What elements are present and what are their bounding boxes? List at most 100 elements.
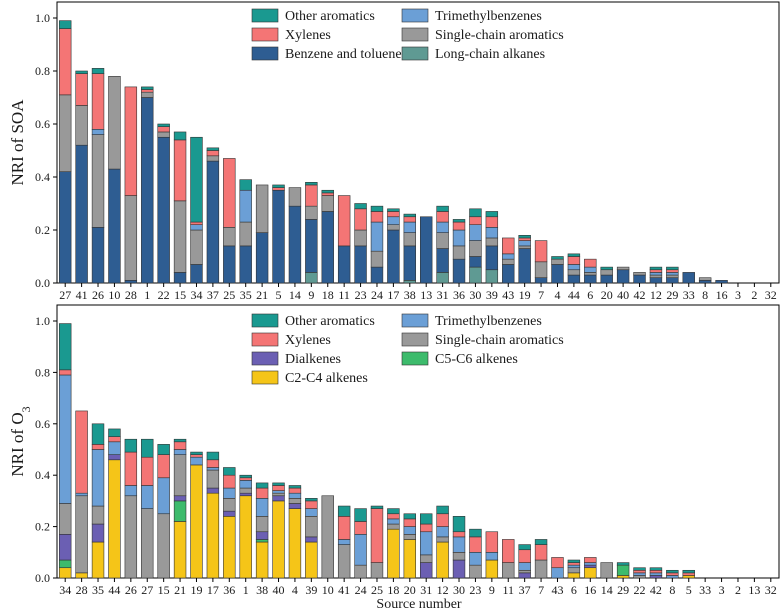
- legend-label: Other aromatics: [285, 9, 375, 24]
- legend-swatch: [251, 8, 279, 23]
- x-tick-label: 10: [108, 288, 120, 302]
- bar-segment: [354, 534, 367, 566]
- bar-segment: [567, 559, 581, 563]
- x-tick-label: 38: [404, 288, 416, 302]
- legend-label: Benzene and toluene: [285, 47, 402, 62]
- bar-segment: [452, 245, 466, 260]
- bar-segment: [141, 91, 154, 98]
- bar-segment: [649, 274, 663, 278]
- bar-segment: [58, 559, 72, 569]
- y-tick-label: 0.0: [35, 276, 50, 290]
- bar-segment: [469, 536, 482, 553]
- bar-segment: [58, 94, 72, 172]
- x-tick-label: 3: [719, 583, 725, 597]
- bar-segment: [239, 495, 252, 579]
- x-tick-label: 1: [243, 583, 249, 597]
- bar-segment: [469, 240, 482, 257]
- x-tick-label: 22: [158, 288, 170, 302]
- x-tick-label: 31: [420, 583, 432, 597]
- legend-label: Long-chain alkanes: [435, 47, 545, 62]
- x-tick-label: 35: [92, 583, 104, 597]
- bar-segment: [518, 562, 531, 571]
- bar-segment: [305, 498, 318, 502]
- x-tick-label: 8: [669, 583, 675, 597]
- x-tick-label: 29: [666, 288, 678, 302]
- bar-segment: [91, 134, 105, 228]
- bar-segment: [124, 451, 138, 486]
- bar-segment: [666, 569, 679, 574]
- bar-segment: [452, 229, 466, 247]
- bar-segment: [649, 572, 663, 576]
- x-tick-label: 15: [158, 583, 170, 597]
- legend-label: Single-chain aromatics: [435, 333, 564, 348]
- bar-segment: [387, 508, 400, 515]
- x-tick-label: 44: [568, 288, 580, 302]
- bar-segment: [173, 449, 187, 455]
- bar-segment: [58, 503, 72, 535]
- bar-segment: [633, 567, 646, 571]
- bar-segment: [387, 224, 400, 231]
- bar-segment: [502, 237, 515, 255]
- bar-segment: [682, 272, 695, 284]
- bar-segment: [469, 224, 482, 241]
- x-tick-label: 23: [355, 288, 367, 302]
- bar-segment: [91, 227, 105, 284]
- bar-segment: [157, 477, 170, 515]
- x-tick-label: 9: [489, 583, 495, 597]
- x-tick-label: 4: [292, 583, 298, 597]
- bar-segment: [305, 219, 318, 273]
- bar-segment: [75, 572, 88, 579]
- bar-segment: [518, 569, 531, 574]
- bar-segment: [403, 245, 417, 281]
- bar-segment: [436, 541, 449, 579]
- bar-segment: [108, 76, 121, 170]
- bar-segment: [223, 474, 236, 489]
- bar-segment: [354, 521, 367, 535]
- bar-segment: [502, 562, 515, 579]
- legend-label: Xylenes: [285, 333, 331, 348]
- bar-segment: [485, 531, 499, 553]
- legend-label: Trimethylbenzenes: [435, 9, 542, 24]
- bar-segment: [469, 208, 482, 218]
- bar-segment: [124, 280, 138, 284]
- bar-segment: [157, 136, 170, 284]
- bar-segment: [157, 123, 170, 127]
- bar-segment: [666, 575, 679, 579]
- bar-segment: [600, 269, 613, 276]
- x-tick-label: 5: [686, 583, 692, 597]
- x-tick-label: 27: [59, 288, 71, 302]
- bar-segment: [419, 562, 433, 579]
- bar-segment: [633, 272, 646, 276]
- bar-segment: [518, 572, 531, 579]
- bar-segment: [173, 139, 187, 202]
- bar-segment: [206, 487, 220, 494]
- x-tick-label: 1: [144, 288, 150, 302]
- bar-segment: [206, 451, 220, 461]
- bar-segment: [91, 505, 105, 525]
- bar-segment: [534, 539, 548, 545]
- x-tick-label: 28: [76, 583, 88, 597]
- bar-segment: [403, 280, 417, 284]
- bar-segment: [173, 272, 187, 284]
- bar-segment: [387, 523, 400, 530]
- bar-segment: [633, 569, 646, 574]
- bar-segment: [502, 253, 515, 260]
- bar-segment: [419, 513, 433, 525]
- bar-segment: [255, 487, 269, 499]
- bar-segment: [534, 559, 548, 579]
- bar-segment: [616, 575, 630, 579]
- bar-segment: [305, 272, 318, 284]
- x-tick-label: 19: [519, 288, 531, 302]
- bar-segment: [91, 523, 105, 543]
- x-tick-label: 13: [748, 583, 760, 597]
- bar-segment: [649, 272, 663, 276]
- legend-label: Trimethylbenzenes: [435, 314, 542, 329]
- bar-segment: [58, 20, 72, 29]
- x-tick-label: 39: [305, 583, 317, 597]
- legend-swatch: [401, 27, 429, 42]
- bar-segment: [173, 131, 187, 141]
- bar-segment: [469, 266, 482, 284]
- x-tick-label: 17: [207, 583, 219, 597]
- y-tick-label: 0.2: [35, 520, 50, 534]
